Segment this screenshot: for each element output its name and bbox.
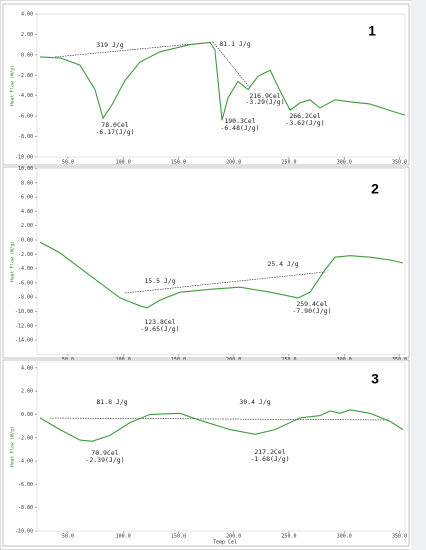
curve [39, 409, 404, 442]
x-axis-label: Temp Cel [213, 540, 237, 546]
y-tick-label: -2.00 [18, 252, 33, 258]
plot-area [36, 361, 406, 532]
x-tick-label: 100.0 [116, 534, 131, 540]
y-tick-label: 10.00 [18, 166, 33, 172]
panel-number: 3 [371, 371, 379, 387]
x-tick-label: 350.0 [392, 534, 407, 540]
y-tick-label: 8.00 [21, 180, 33, 186]
y-tick-label: -10.00 [15, 529, 33, 535]
annotation: -7.90(J/g) [292, 307, 331, 315]
annotation: 81.8 J/g [96, 398, 127, 406]
annotation: 259.4Cel [296, 300, 327, 308]
y-tick-label: -10.00 [15, 309, 33, 315]
panel-frame [2, 166, 410, 359]
annotation: -6.48(J/g) [220, 124, 259, 132]
x-tick-label: 300.0 [337, 160, 352, 166]
annotation: 319 J/g [96, 41, 123, 49]
y-tick-label: -2.00 [18, 435, 33, 441]
annotation: -9.65(J/g) [140, 325, 179, 333]
side-strip [411, 0, 426, 550]
y-tick-label: -2.00 [18, 73, 33, 79]
y-tick-label: 0.00 [21, 52, 33, 58]
annotation: 123.8Cel [144, 318, 175, 326]
x-tick-label: 250.0 [281, 160, 296, 166]
annotation: 25.4 J/g [267, 260, 298, 268]
y-tick-label: -6.00 [18, 482, 33, 488]
y-tick-label: 2.00 [21, 223, 33, 229]
annotation: -3.29(J/g) [245, 98, 284, 106]
x-tick-label: 200.0 [226, 534, 241, 540]
x-tick-label: 50.0 [62, 534, 74, 540]
y-tick-label: 0.00 [21, 238, 33, 244]
annotation: 78.0Cel [101, 121, 128, 129]
y-axis-label: Heat Flow (W/g) [10, 241, 16, 282]
curve [39, 42, 406, 121]
panel-number: 1 [368, 23, 376, 39]
y-tick-label: -4.00 [18, 266, 33, 272]
y-tick-label: 2.00 [21, 389, 33, 395]
annotation: 216.9Cel [249, 92, 280, 100]
y-axis-label: Heat Flow (W/g) [10, 65, 16, 106]
plot-area [36, 168, 406, 355]
x-tick-label: 150.0 [171, 534, 186, 540]
annotation: -3.62(J/g) [285, 119, 324, 127]
panel-frame [2, 359, 410, 547]
y-tick-label: -8.00 [18, 134, 33, 140]
curve [39, 241, 404, 309]
annotation: 190.3Cel [224, 117, 255, 125]
y-tick-label: 0.00 [21, 412, 33, 418]
y-tick-label: 2.00 [21, 32, 33, 38]
y-tick-label: -8.00 [18, 505, 33, 511]
annotation: 81.1 J/g [219, 40, 250, 48]
y-tick-label: 4.00 [21, 365, 33, 371]
y-tick-label: -8.00 [18, 295, 33, 301]
annotation: 15.5 J/g [144, 277, 175, 285]
x-tick-label: 200.0 [226, 160, 241, 166]
y-tick-label: -6.00 [18, 114, 33, 120]
annotation: -6.17(J/g) [95, 128, 134, 136]
baseline [49, 417, 391, 421]
x-tick-label: 50.0 [62, 160, 74, 166]
x-tick-label: 300.0 [337, 534, 352, 540]
y-tick-label: -10.00 [15, 155, 33, 161]
plot-area [36, 13, 406, 158]
panel-number: 2 [371, 181, 379, 197]
annotation: 217.2Cel [254, 448, 285, 456]
panel-frame [2, 3, 410, 166]
y-tick-label: -12.00 [15, 323, 33, 329]
baseline [54, 41, 214, 58]
y-axis-label: Heat Flow (W/g) [10, 426, 16, 467]
annotation: 70.9Cel [91, 449, 118, 457]
x-tick-label: 100.0 [116, 160, 131, 166]
y-tick-label: 4.00 [21, 209, 33, 215]
annotation: 30.4 J/g [239, 398, 270, 406]
annotation: 266.2Cel [289, 112, 320, 120]
x-tick-label: 350.0 [392, 160, 407, 166]
y-tick-label: -14.00 [15, 338, 33, 344]
x-tick-label: 250.0 [281, 534, 296, 540]
baseline [124, 271, 326, 294]
annotation: -1.68(J/g) [250, 455, 289, 463]
y-tick-label: 4.00 [21, 12, 33, 18]
y-tick-label: -4.00 [18, 93, 33, 99]
annotation: -2.39(J/g) [85, 456, 124, 464]
x-tick-label: 150.0 [171, 160, 186, 166]
y-tick-label: -6.00 [18, 280, 33, 286]
y-tick-label: -4.00 [18, 459, 33, 465]
y-tick-label: 6.00 [21, 195, 33, 201]
